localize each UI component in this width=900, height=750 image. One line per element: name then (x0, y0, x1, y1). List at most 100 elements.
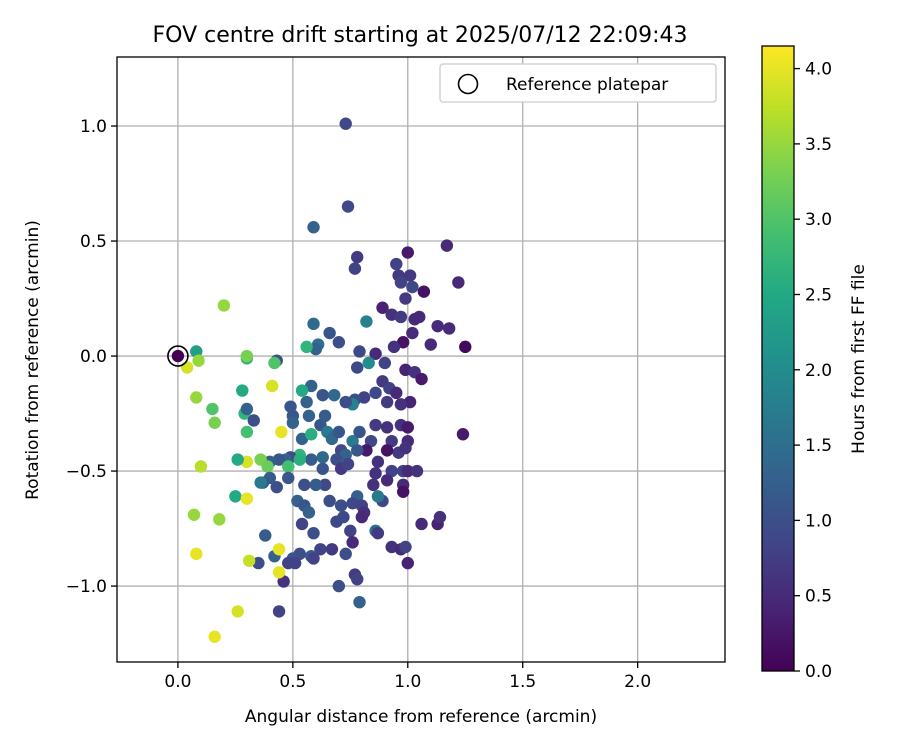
data-point (302, 409, 316, 423)
data-point (355, 510, 369, 524)
data-point (305, 428, 318, 441)
data-point (282, 460, 295, 473)
data-point (456, 428, 470, 441)
colorbar-tick-label: 0.0 (805, 662, 832, 682)
data-point (380, 444, 394, 457)
data-point (240, 349, 254, 363)
data-point (295, 384, 309, 397)
data-point (378, 356, 391, 370)
plot-frame (116, 56, 726, 663)
data-point (240, 425, 254, 439)
data-point (341, 457, 355, 471)
data-point (394, 310, 408, 324)
data-point (344, 524, 357, 538)
x-axis-ticks: 0.0 0.5 1.0 1.5 2.0 (164, 662, 651, 692)
y-tick-label: −0.5 (66, 462, 107, 482)
data-point (295, 517, 309, 531)
colorbar-gradient (761, 45, 795, 672)
legend-reference-marker-icon (457, 73, 479, 95)
data-point (394, 276, 408, 289)
data-point (394, 398, 408, 411)
data-point (194, 460, 208, 473)
data-point (206, 402, 219, 416)
data-point (240, 402, 254, 416)
legend-box (439, 63, 717, 103)
data-point (415, 372, 428, 386)
data-point (390, 386, 403, 400)
data-point (353, 345, 366, 358)
data-point (410, 464, 424, 478)
data-point (403, 269, 417, 282)
data-point (213, 513, 226, 526)
data-point (396, 336, 410, 349)
data-point (332, 579, 346, 593)
y-tick-label: 0.0 (80, 347, 107, 367)
data-point (399, 292, 412, 305)
colorbar: 0.0 0.5 1.0 1.5 2.0 2.5 3.0 3.5 4.0 Hours from f… (761, 45, 869, 682)
data-point (332, 425, 346, 439)
data-point (300, 395, 313, 409)
legend-label: Reference platepar (506, 75, 668, 95)
grid-lines (117, 57, 725, 662)
colorbar-ticks: 0.0 0.5 1.0 1.5 2.0 2.5 3.0 3.5 4.0 (794, 60, 832, 682)
data-point (351, 572, 364, 586)
data-point (385, 434, 398, 448)
data-point (275, 425, 288, 439)
data-point (401, 246, 414, 259)
data-point (406, 326, 419, 340)
data-point (272, 605, 286, 618)
colorbar-tick-label: 3.0 (805, 210, 832, 230)
data-point (399, 540, 412, 554)
data-point (190, 391, 203, 404)
data-point (353, 595, 366, 609)
data-point (339, 117, 352, 130)
colorbar-tick-label: 2.0 (805, 361, 832, 381)
data-point (364, 434, 378, 448)
data-point (314, 543, 327, 556)
data-point (332, 336, 346, 349)
data-point (307, 221, 320, 234)
data-point (413, 310, 426, 324)
y-tick-label: −1.0 (66, 577, 107, 597)
data-point (231, 605, 244, 618)
data-point (401, 421, 414, 434)
colorbar-label: Hours from first FF file (849, 264, 869, 454)
data-point (270, 480, 283, 494)
data-point (247, 414, 260, 427)
data-point (396, 485, 410, 498)
data-point (300, 340, 313, 354)
colorbar-tick-label: 4.0 (805, 60, 832, 80)
data-point (431, 319, 444, 333)
data-point (171, 349, 185, 363)
data-point (231, 453, 244, 466)
x-tick-label: 1.0 (394, 672, 421, 692)
data-point (385, 464, 398, 478)
data-point (295, 432, 309, 446)
data-point (399, 441, 412, 455)
data-point (433, 510, 447, 524)
colorbar-tick-label: 3.5 (805, 135, 832, 155)
x-tick-label: 0.5 (279, 672, 306, 692)
data-point (286, 416, 300, 429)
data-point (380, 395, 394, 409)
y-axis-ticks: −1.0 −0.5 0.0 0.5 1.0 (66, 117, 117, 597)
data-point (229, 490, 242, 503)
data-point (242, 554, 256, 567)
data-point (272, 543, 286, 556)
data-point (401, 464, 414, 478)
chart-title: FOV centre drift starting at 2025/07/12 … (153, 23, 688, 48)
data-point (390, 257, 403, 271)
data-point (353, 425, 366, 439)
data-point (208, 630, 221, 643)
data-point (376, 301, 389, 314)
data-point (348, 262, 362, 275)
data-point (318, 409, 332, 423)
data-point (406, 280, 419, 294)
data-point (351, 250, 364, 264)
data-point (415, 517, 428, 531)
data-point (424, 338, 437, 351)
data-point (318, 478, 332, 492)
x-axis-label: Angular distance from reference (arcmin) (245, 707, 597, 727)
legend: Reference platepar (439, 63, 717, 103)
